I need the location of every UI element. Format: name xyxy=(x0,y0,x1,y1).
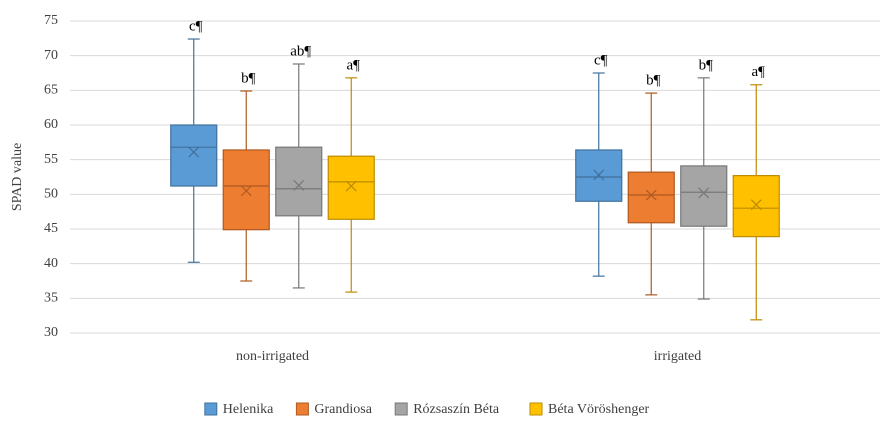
y-tick-label: 70 xyxy=(44,48,58,63)
x-tick-label: irrigated xyxy=(654,349,701,364)
x-tick-label: non-irrigated xyxy=(236,349,309,364)
mean-marker xyxy=(293,179,305,191)
legend-swatch xyxy=(394,402,408,416)
y-tick-label: 40 xyxy=(44,256,58,271)
box xyxy=(680,165,728,227)
legend-label: Rózsaszín Béta xyxy=(413,402,500,417)
mean-marker xyxy=(345,180,357,192)
y-tick-label: 50 xyxy=(44,187,58,202)
y-tick-label: 65 xyxy=(44,83,58,98)
box xyxy=(275,146,323,217)
legend-label: Grandiosa xyxy=(314,402,372,417)
box xyxy=(222,149,270,231)
box xyxy=(627,171,675,224)
mean-marker xyxy=(593,169,605,181)
y-tick-label: 35 xyxy=(44,291,58,306)
legend-label: Béta Vöröshenger xyxy=(548,402,650,417)
y-tick-label: 60 xyxy=(44,117,58,132)
box xyxy=(170,124,218,187)
y-tick-label: 45 xyxy=(44,221,58,236)
mean-marker xyxy=(645,189,657,201)
y-tick-label: 75 xyxy=(44,13,58,28)
mean-marker xyxy=(698,187,710,199)
significance-label: a¶ xyxy=(752,64,766,80)
box xyxy=(327,155,375,220)
legend-swatch xyxy=(295,402,309,416)
significance-label: b¶ xyxy=(241,70,256,86)
legend-swatch xyxy=(204,402,218,416)
mean-marker xyxy=(188,146,200,158)
significance-label: c¶ xyxy=(189,18,203,34)
box xyxy=(732,175,780,238)
significance-label: b¶ xyxy=(699,57,714,73)
y-tick-label: 55 xyxy=(44,152,58,167)
significance-label: ab¶ xyxy=(290,43,311,59)
y-tick-label: 30 xyxy=(44,325,58,340)
significance-label: c¶ xyxy=(594,52,608,68)
mean-marker xyxy=(750,199,762,211)
legend-swatch xyxy=(529,402,543,416)
significance-label: b¶ xyxy=(646,73,661,89)
mean-marker xyxy=(240,185,252,197)
legend-label: Helenika xyxy=(223,402,274,417)
y-axis-label: SPAD value xyxy=(10,143,25,211)
significance-label: a¶ xyxy=(347,57,361,73)
